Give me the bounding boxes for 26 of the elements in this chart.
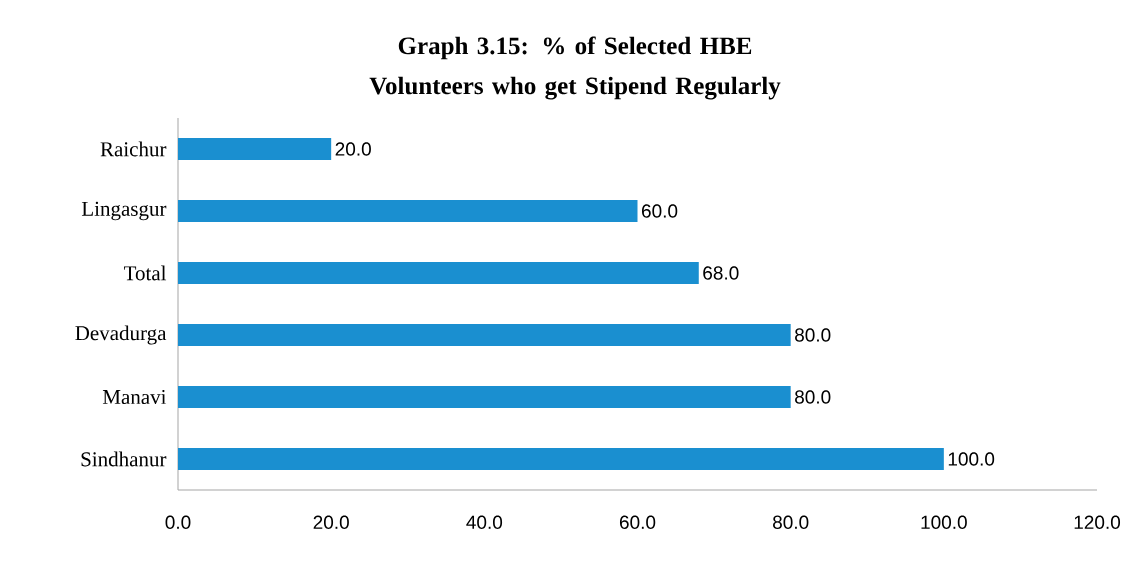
bar bbox=[178, 448, 944, 471]
data-label: 60.0 bbox=[642, 204, 678, 218]
bar bbox=[178, 138, 332, 160]
bar bbox=[178, 324, 791, 346]
chart-title: Graph 3.15: % of Selected HBE Volunteers who get Stipend Regularly bbox=[369, 36, 781, 100]
bar bbox=[178, 262, 699, 284]
data-label: 80.0 bbox=[795, 328, 831, 342]
y-tick-label: Devadurga bbox=[75, 325, 167, 345]
x-tick-label: 0.0 bbox=[165, 515, 191, 529]
data-label: 80.0 bbox=[795, 390, 831, 404]
y-tick-label: Total bbox=[123, 265, 167, 281]
data-label: 100.0 bbox=[948, 452, 995, 466]
y-tick-label: Lingasgur bbox=[81, 201, 167, 221]
y-tick-label: Sindhanur bbox=[81, 451, 167, 467]
x-tick-label: 80.0 bbox=[773, 515, 809, 529]
x-tick-label: 120.0 bbox=[1074, 515, 1121, 529]
x-tick-label: 40.0 bbox=[466, 515, 503, 529]
x-tick-label: 20.0 bbox=[313, 515, 349, 529]
x-tick-label: 100.0 bbox=[921, 515, 967, 529]
y-tick-label: Manavi bbox=[102, 389, 167, 405]
bar bbox=[178, 386, 791, 409]
x-tick-label: 60.0 bbox=[619, 515, 656, 529]
y-tick-label: Raichur bbox=[100, 141, 167, 157]
data-label: 20.0 bbox=[335, 142, 371, 156]
data-label: 68.0 bbox=[703, 266, 739, 280]
bar bbox=[178, 200, 638, 223]
